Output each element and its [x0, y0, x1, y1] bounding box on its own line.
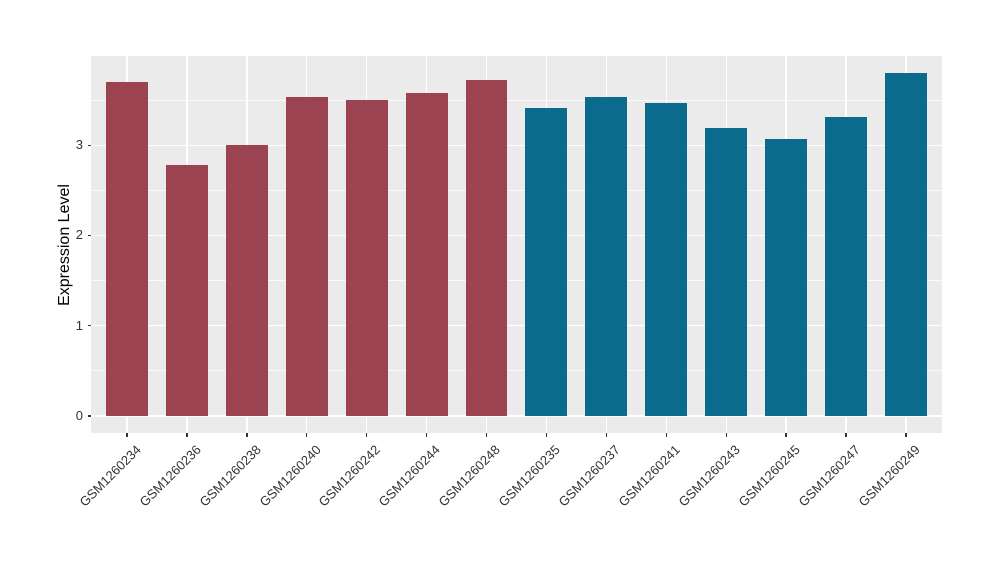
bar: [465, 80, 508, 416]
x-tick-label: GSM1260244: [375, 442, 444, 510]
bar: [765, 138, 808, 416]
x-tick-mark: [605, 433, 608, 437]
minor-gridline-y: [91, 370, 942, 372]
x-tick-mark: [306, 433, 308, 437]
bar: [105, 82, 148, 416]
x-tick-mark: [126, 433, 128, 437]
bar: [225, 145, 268, 416]
bar: [525, 108, 568, 416]
x-tick-label: GSM1260236: [136, 442, 204, 510]
x-tick-label: GSM1260238: [196, 442, 264, 510]
minor-gridline-y: [91, 99, 942, 101]
minor-gridline-y: [91, 189, 942, 191]
bar: [405, 92, 448, 416]
plot-panel: [91, 56, 942, 433]
x-tick-mark: [425, 433, 428, 437]
bar: [345, 100, 388, 416]
y-tick-mark: [88, 415, 91, 417]
x-tick-label: GSM1260243: [675, 442, 743, 510]
x-tick-label: GSM1260235: [495, 442, 564, 510]
x-tick-mark: [665, 433, 667, 437]
x-tick-label: GSM1260249: [855, 442, 923, 510]
bar: [165, 165, 208, 416]
bar: [705, 128, 748, 416]
x-tick-mark: [785, 433, 787, 437]
x-tick-label: GSM1260241: [615, 442, 683, 510]
y-tick-mark: [88, 234, 91, 237]
x-tick-label: GSM1260248: [435, 442, 504, 510]
bar: [645, 102, 688, 416]
y-axis-title: Expression Level: [56, 184, 73, 306]
x-tick-label: GSM1260247: [795, 442, 863, 510]
y-tick-mark: [88, 144, 91, 146]
x-tick-mark: [905, 433, 907, 437]
bar: [885, 73, 927, 416]
x-tick-label: GSM1260245: [735, 442, 803, 510]
major-gridline-y: [91, 144, 942, 146]
major-gridline-y: [91, 415, 942, 417]
bar: [825, 117, 868, 416]
major-gridline-y: [91, 324, 942, 327]
x-tick-mark: [365, 433, 368, 437]
minor-gridline-y: [91, 280, 942, 281]
x-tick-mark: [485, 433, 488, 437]
bar: [285, 96, 328, 416]
x-tick-mark: [186, 433, 188, 437]
y-tick-label: 1: [75, 317, 83, 333]
x-tick-label: GSM1260237: [555, 442, 624, 510]
y-tick-label: 3: [75, 137, 83, 153]
bar: [585, 97, 628, 416]
x-tick-mark: [545, 433, 548, 437]
x-tick-mark: [246, 433, 248, 437]
major-gridline-y: [91, 234, 942, 237]
x-tick-label: GSM1260242: [315, 442, 384, 510]
y-tick-label: 0: [75, 407, 83, 423]
x-tick-mark: [845, 433, 847, 437]
y-tick-mark: [88, 324, 91, 327]
x-tick-mark: [725, 433, 727, 437]
y-tick-label: 2: [75, 227, 83, 243]
x-tick-label: GSM1260240: [256, 442, 324, 510]
x-tick-label: GSM1260234: [76, 442, 144, 510]
